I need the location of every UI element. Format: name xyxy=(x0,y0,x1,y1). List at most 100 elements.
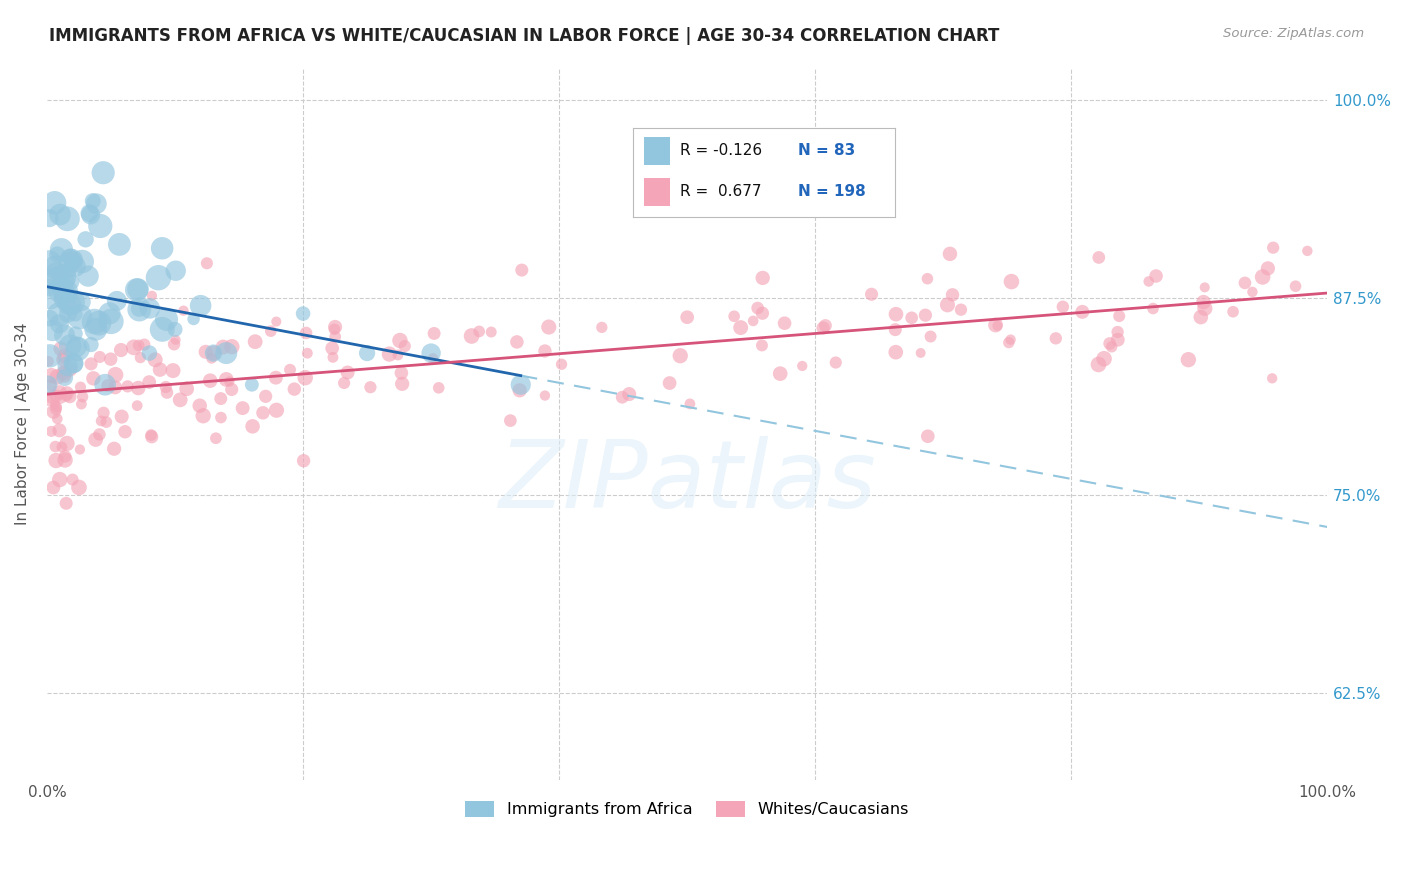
Point xyxy=(39,289,62,303)
Point xyxy=(751,306,773,320)
Point xyxy=(84,322,107,336)
Point xyxy=(100,314,122,328)
Point xyxy=(254,389,277,403)
Point xyxy=(323,320,346,334)
Point xyxy=(997,335,1019,350)
Point xyxy=(139,301,162,316)
Point xyxy=(90,414,112,428)
Point xyxy=(884,323,907,337)
Text: IMMIGRANTS FROM AFRICA VS WHITE/CAUCASIAN IN LABOR FORCE | AGE 30-34 CORRELATION: IMMIGRANTS FROM AFRICA VS WHITE/CAUCASIA… xyxy=(49,27,1000,45)
Point xyxy=(205,431,228,445)
Point xyxy=(65,326,87,341)
Point xyxy=(97,378,120,392)
Point xyxy=(387,348,409,362)
Point xyxy=(730,320,752,334)
Point xyxy=(658,376,681,390)
Point xyxy=(105,293,128,308)
Point xyxy=(165,333,187,347)
Point xyxy=(134,337,156,351)
Point xyxy=(56,359,79,373)
Point xyxy=(65,260,87,274)
Point xyxy=(1000,333,1022,347)
Point xyxy=(127,282,149,296)
Point xyxy=(769,367,792,381)
Point xyxy=(323,322,346,336)
Point xyxy=(53,453,76,467)
Point xyxy=(1192,295,1215,310)
Point xyxy=(59,338,82,352)
Point xyxy=(83,314,105,328)
Point xyxy=(89,350,111,364)
Point xyxy=(1137,275,1160,289)
Point xyxy=(747,301,769,315)
Point xyxy=(163,322,186,336)
Point xyxy=(127,399,149,413)
Point xyxy=(44,440,66,454)
Point xyxy=(215,346,238,360)
Point xyxy=(190,299,212,313)
Point xyxy=(141,289,163,303)
Point xyxy=(143,352,166,367)
Point xyxy=(59,250,82,264)
Point xyxy=(900,310,922,325)
Point xyxy=(41,390,63,404)
Text: R =  0.677: R = 0.677 xyxy=(681,185,762,200)
Point xyxy=(66,342,89,356)
Point xyxy=(1142,301,1164,316)
Point xyxy=(138,375,160,389)
Point xyxy=(165,264,187,278)
Point xyxy=(37,377,59,392)
Point xyxy=(751,338,773,352)
Point xyxy=(156,385,179,400)
Point xyxy=(550,357,572,371)
Point xyxy=(1045,331,1067,345)
Point xyxy=(128,338,150,352)
Point xyxy=(884,307,907,321)
Point xyxy=(183,312,205,326)
FancyBboxPatch shape xyxy=(644,178,671,206)
Point xyxy=(506,334,529,349)
Point xyxy=(391,376,413,391)
Point xyxy=(742,314,765,328)
Point xyxy=(218,375,240,389)
Point xyxy=(80,337,103,351)
Point xyxy=(1261,371,1284,385)
Point xyxy=(111,409,134,424)
Point xyxy=(266,315,288,329)
Point xyxy=(122,340,145,354)
Point xyxy=(45,401,67,416)
Point xyxy=(420,346,443,360)
Point xyxy=(1241,285,1264,299)
Point xyxy=(89,427,111,442)
Point xyxy=(479,325,502,339)
Point xyxy=(292,454,315,468)
Point xyxy=(917,271,939,285)
Point xyxy=(949,302,972,317)
Point xyxy=(67,480,90,494)
Point xyxy=(155,380,177,394)
Point xyxy=(128,301,150,316)
Point xyxy=(56,211,79,226)
Point xyxy=(87,316,110,330)
Point xyxy=(723,310,745,324)
Point xyxy=(986,318,1008,333)
Point xyxy=(1257,261,1279,276)
Point xyxy=(114,425,136,439)
Point xyxy=(499,414,522,428)
Point xyxy=(920,329,942,343)
Point xyxy=(264,370,287,384)
Point xyxy=(209,392,232,406)
Point xyxy=(427,381,450,395)
Point xyxy=(1233,276,1256,290)
Point xyxy=(46,247,69,261)
Point xyxy=(295,326,318,340)
Point xyxy=(984,318,1007,332)
Point xyxy=(125,283,148,297)
Point xyxy=(86,196,108,211)
Point xyxy=(70,254,93,268)
Point xyxy=(1144,268,1167,283)
Point xyxy=(936,298,959,312)
Point xyxy=(39,311,62,326)
Point xyxy=(62,473,84,487)
Point xyxy=(51,440,73,454)
